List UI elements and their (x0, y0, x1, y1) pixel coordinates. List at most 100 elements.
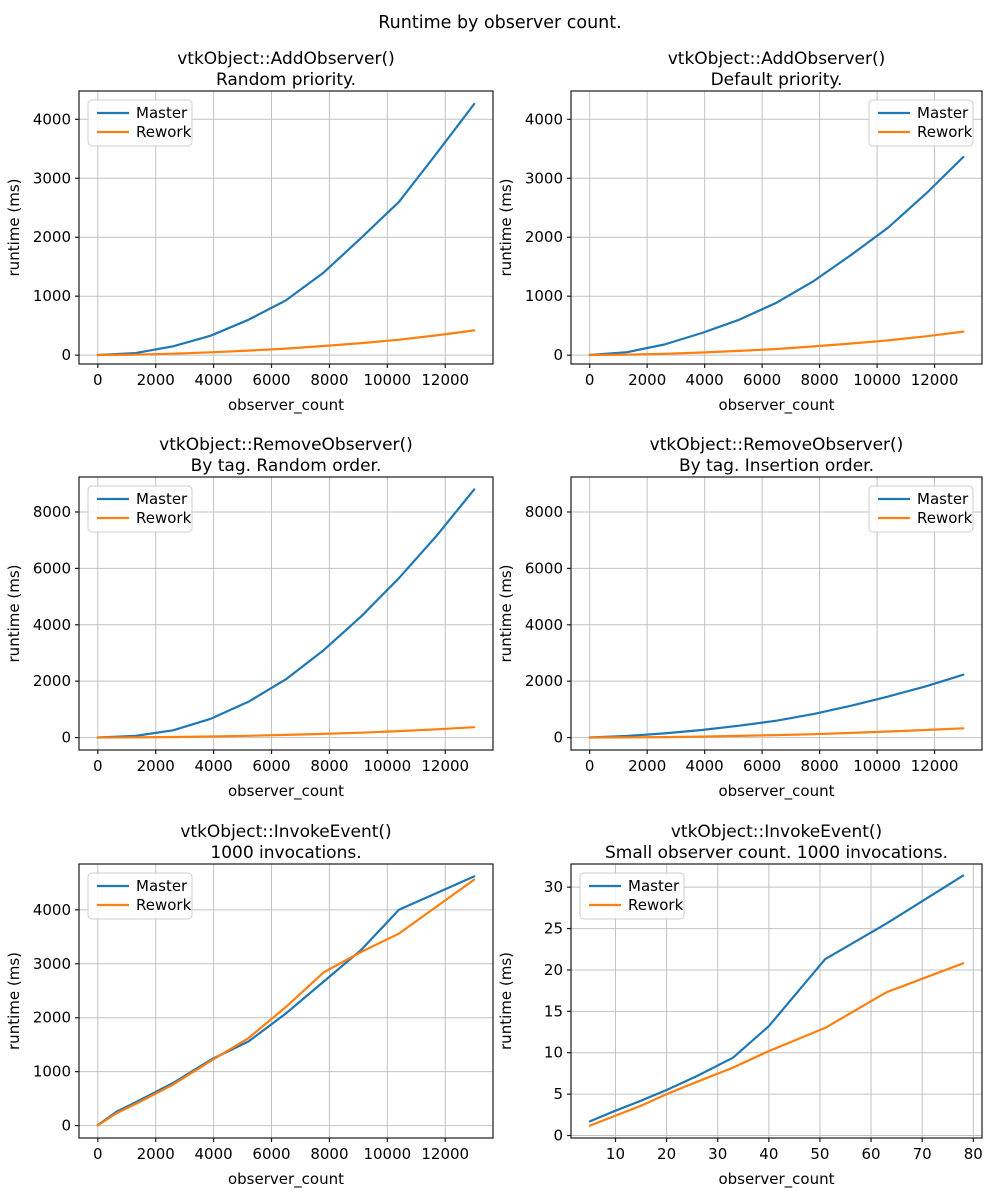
x-tick-label: 2000 (137, 371, 175, 389)
x-tick-label: 40 (759, 1145, 778, 1163)
axis-y-label: runtime (ms) (497, 952, 515, 1050)
series-line-rework (96, 726, 476, 739)
chart-title-line-1: vtkObject::InvokeEvent() (671, 822, 882, 842)
y-tick-label: 2000 (33, 672, 71, 690)
series-line-rework (96, 329, 476, 357)
legend-label-rework: Rework (917, 509, 973, 527)
series-line-master (96, 488, 476, 739)
y-tick-label: 5 (553, 1085, 563, 1103)
chart-2: 0 2000 4000 6000 8000 10000 12000 0 1000 2000 3000… (497, 49, 983, 415)
legend-label-rework: Rework (136, 509, 192, 527)
y-tick-label: 2000 (33, 228, 71, 246)
legend-label-master: Master (628, 877, 680, 895)
chart-title-line-2: By tag. Random order. (191, 456, 382, 476)
y-tick-label: 8000 (525, 503, 563, 521)
x-tick-label: 10000 (363, 757, 411, 775)
axes-box (78, 863, 494, 1139)
chart-title-line-2: 1000 invocations. (210, 843, 361, 863)
x-tick-label: 70 (913, 1145, 932, 1163)
axis-x-label: observer_count (228, 396, 344, 415)
chart-1: 0 2000 4000 6000 8000 10000 12000 0 1000 2000 3000… (5, 49, 494, 415)
x-tick-label: 6000 (252, 757, 290, 775)
axis-y-label: runtime (ms) (5, 179, 23, 277)
x-tick-label: 8000 (310, 757, 348, 775)
y-tick-label: 1000 (525, 287, 563, 305)
chart-title-line-2: Random priority. (216, 70, 356, 90)
y-tick-label: 4000 (525, 616, 563, 634)
chart-title-line-1: vtkObject::AddObserver() (177, 49, 395, 69)
legend-label-master: Master (136, 877, 188, 895)
x-tick-label: 4000 (686, 371, 724, 389)
series-line-master (588, 673, 965, 739)
x-tick-label: 6000 (743, 757, 781, 775)
x-tick-label: 4000 (195, 1145, 233, 1163)
legend-label-rework: Rework (136, 123, 192, 141)
y-tick-label: 30 (544, 878, 563, 896)
y-tick-label: 0 (61, 729, 71, 747)
y-tick-label: 8000 (33, 503, 71, 521)
y-tick-label: 0 (553, 346, 563, 364)
x-tick-label: 0 (93, 757, 103, 775)
x-tick-label: 12000 (421, 757, 469, 775)
y-tick-label: 4000 (33, 901, 71, 919)
y-tick-label: 6000 (525, 559, 563, 577)
axis-y-label: runtime (ms) (497, 565, 515, 663)
y-tick-label: 2000 (525, 228, 563, 246)
x-tick-label: 12000 (421, 1145, 469, 1163)
legend-label-master: Master (136, 104, 188, 122)
x-tick-label: 8000 (801, 371, 839, 389)
x-tick-label: 2000 (628, 757, 666, 775)
chart-6: 10 20 30 40 50 60 70 80051015202530vtkObject::I… (497, 822, 983, 1189)
x-tick-label: 10000 (363, 371, 411, 389)
series-line-master (588, 874, 965, 1123)
series-line-master (96, 875, 476, 1127)
x-tick-label: 12000 (911, 371, 959, 389)
x-tick-label: 0 (93, 371, 103, 389)
x-tick-label: 8000 (310, 371, 348, 389)
chart-title-line-1: vtkObject::RemoveObserver() (159, 435, 413, 455)
axis-y-label: runtime (ms) (497, 179, 515, 277)
x-tick-label: 2000 (137, 1145, 175, 1163)
x-tick-label: 8000 (801, 757, 839, 775)
axes-box (78, 90, 494, 365)
y-tick-label: 1000 (33, 287, 71, 305)
legend-label-master: Master (917, 490, 969, 508)
x-tick-label: 0 (93, 1145, 103, 1163)
x-tick-label: 10000 (853, 757, 901, 775)
chart-title-line-2: Small observer count. 1000 invocations. (605, 843, 948, 863)
legend-box (87, 872, 193, 920)
x-tick-label: 0 (585, 757, 595, 775)
axis-x-label: observer_count (718, 1170, 834, 1189)
x-tick-label: 4000 (195, 371, 233, 389)
x-tick-label: 8000 (310, 1145, 348, 1163)
x-tick-label: 80 (964, 1145, 983, 1163)
y-tick-label: 0 (553, 1127, 563, 1145)
y-tick-label: 3000 (525, 169, 563, 187)
x-tick-label: 12000 (421, 371, 469, 389)
legend-label-rework: Rework (917, 123, 973, 141)
series-line-rework (588, 330, 965, 357)
x-tick-label: 2000 (628, 371, 666, 389)
axes-box (570, 863, 983, 1139)
y-tick-label: 4000 (33, 616, 71, 634)
axis-x-label: observer_count (718, 396, 834, 415)
x-tick-label: 6000 (252, 371, 290, 389)
axes-box (570, 476, 983, 751)
x-tick-label: 6000 (252, 1145, 290, 1163)
series-line-rework (588, 727, 965, 739)
x-tick-label: 6000 (743, 371, 781, 389)
legend-box (87, 99, 193, 147)
axis-x-label: observer_count (228, 1170, 344, 1189)
y-tick-label: 3000 (33, 169, 71, 187)
x-tick-label: 50 (810, 1145, 829, 1163)
y-tick-label: 15 (544, 1002, 563, 1020)
x-tick-label: 2000 (137, 757, 175, 775)
chart-title-line-1: vtkObject::RemoveObserver() (650, 435, 904, 455)
chart-title-line-1: vtkObject::InvokeEvent() (180, 822, 391, 842)
y-tick-label: 4000 (33, 110, 71, 128)
chart-3: 0 2000 4000 6000 8000 10000 12000 0 2000 4000 6000… (5, 435, 494, 801)
